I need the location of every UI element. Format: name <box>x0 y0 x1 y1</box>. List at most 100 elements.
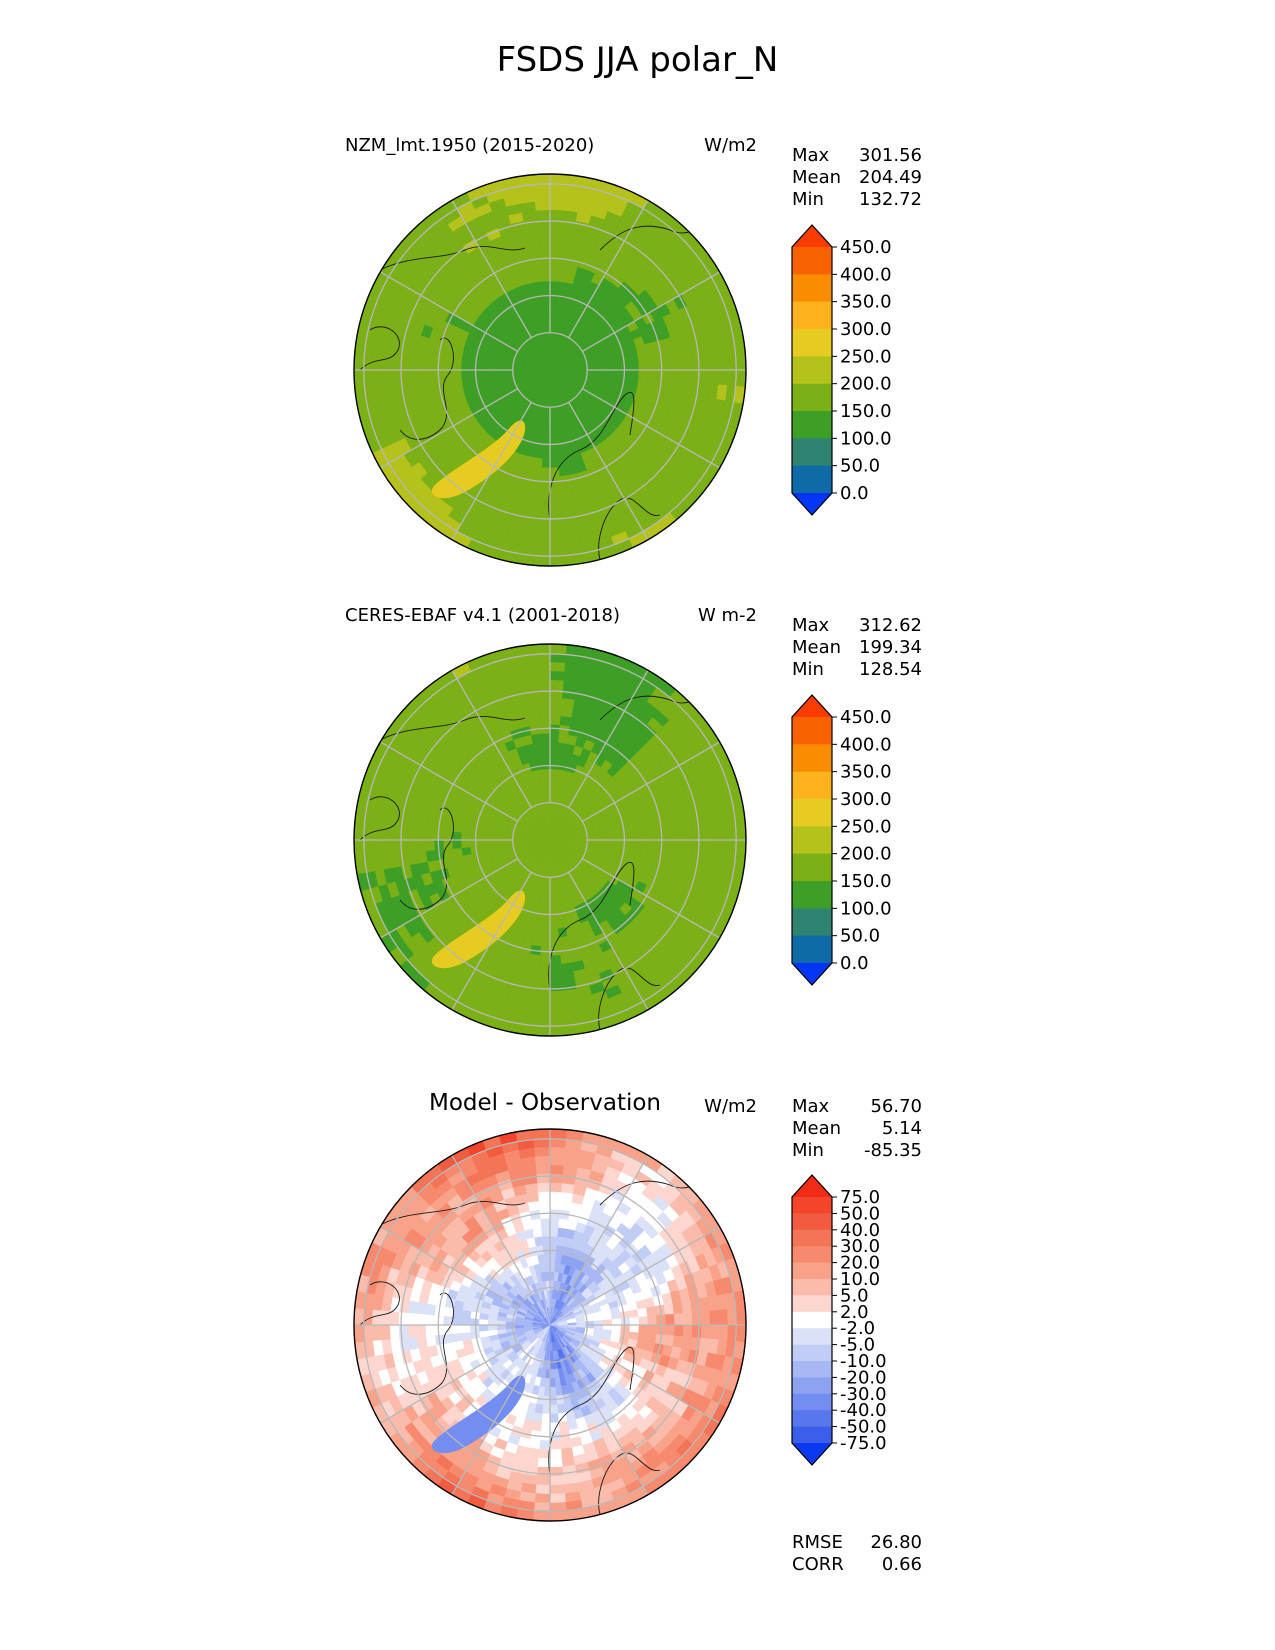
map-cell <box>682 1312 693 1326</box>
stat-label: Max <box>792 1096 830 1117</box>
colorbar-tick-label: 250.0 <box>840 816 892 837</box>
meridian-line <box>451 871 532 1011</box>
map-cell <box>398 356 409 371</box>
meridian-line <box>581 741 721 822</box>
map-cell <box>451 839 462 849</box>
stat-value: 132.72 <box>859 189 922 210</box>
map-cell <box>534 1008 551 1019</box>
map-field <box>354 644 746 1036</box>
map-cell <box>452 377 463 388</box>
map-cell <box>537 502 551 513</box>
map-cell <box>389 825 400 841</box>
map-cell <box>549 644 568 654</box>
map-cell <box>549 174 568 184</box>
map-cell <box>460 369 471 379</box>
colorbar-segment <box>792 1393 832 1411</box>
map-cell <box>629 1316 640 1326</box>
map-cell <box>549 1342 553 1353</box>
map-cell <box>549 910 558 921</box>
colorbar: 450.0400.0350.0300.0250.0200.0150.0100.0… <box>791 224 892 516</box>
map-cell <box>538 1440 551 1451</box>
map-cell <box>638 831 649 841</box>
map-cell <box>537 768 545 779</box>
map-cell <box>407 357 418 371</box>
map-cell <box>549 289 558 300</box>
map-cell <box>549 271 559 282</box>
map-cell <box>620 369 631 378</box>
map-cell <box>537 1457 551 1468</box>
map-cell <box>638 369 649 379</box>
map-cell <box>452 1332 463 1343</box>
map-cell <box>549 227 563 238</box>
map-cell <box>549 857 553 868</box>
map-cell <box>549 511 564 522</box>
map-cell <box>514 839 524 844</box>
map-cell <box>549 556 568 566</box>
map-cell <box>594 364 604 371</box>
map-cell <box>549 1457 563 1468</box>
map-cell <box>549 661 566 672</box>
map-cell <box>549 1199 562 1210</box>
map-cell <box>549 236 562 247</box>
stat-value: 204.49 <box>859 167 922 188</box>
map-cell <box>637 352 648 363</box>
stat-value: 199.34 <box>859 637 922 658</box>
map-cell <box>549 1244 558 1255</box>
map-cell <box>416 839 427 852</box>
map-cell <box>549 485 562 496</box>
map-cell <box>709 1324 720 1341</box>
map-cell <box>549 520 565 531</box>
map-cell <box>541 458 551 469</box>
map-cell <box>460 839 471 849</box>
map-cell <box>451 1324 462 1334</box>
meridian-line <box>581 388 721 469</box>
map-cell <box>544 307 551 318</box>
map-cell <box>532 1026 551 1036</box>
colorbar-segment <box>792 383 832 412</box>
map-cell <box>540 732 551 743</box>
meridian-line <box>568 199 649 339</box>
stats-block: Max 56.70 Mean 5.14 Min -85.35 <box>792 1096 922 1162</box>
map-cell <box>541 928 551 939</box>
panel-title: NZM_lmt.1950 (2015-2020) <box>345 135 595 156</box>
colorbar-extend-bottom <box>792 493 832 515</box>
colorbar-tick-label: 200.0 <box>840 374 892 395</box>
map-cell <box>380 369 391 386</box>
colorbar-tick-label: 400.0 <box>840 264 892 285</box>
latitude-circle <box>512 332 588 408</box>
map-cell <box>541 1235 551 1246</box>
colorbar-segment <box>792 826 832 855</box>
map-cell <box>611 827 622 835</box>
map-cell <box>558 466 569 477</box>
coastline <box>359 796 400 841</box>
colorbar-segment <box>792 1229 832 1247</box>
map-cell <box>555 439 565 451</box>
map-boundary <box>353 173 747 567</box>
map-cell <box>602 1319 613 1326</box>
map-cell <box>549 529 566 540</box>
map-cell <box>549 1493 566 1504</box>
colorbar-segment <box>792 1246 832 1264</box>
map-cell <box>646 821 657 832</box>
map-cell <box>536 981 551 992</box>
map-cell <box>549 901 557 912</box>
stat-value: 128.54 <box>859 659 922 680</box>
colorbar: 450.0400.0350.0300.0250.0200.0150.0100.0… <box>791 694 892 986</box>
map-cell <box>398 1324 409 1339</box>
colorbar-tick-label: 300.0 <box>840 789 892 810</box>
meridian-line <box>379 271 519 352</box>
map-cell <box>534 1155 551 1166</box>
map-cell <box>416 1324 427 1337</box>
map-cell <box>646 351 657 362</box>
map-cell <box>424 369 435 382</box>
stat-label: CORR <box>792 1554 844 1575</box>
map-cell <box>647 839 658 850</box>
map-cell <box>555 1394 565 1406</box>
stat-label: Min <box>792 1140 824 1161</box>
map-cell <box>628 824 640 834</box>
map-cell <box>549 200 566 211</box>
map-cell <box>534 750 544 762</box>
map-cell <box>549 732 560 743</box>
map-field <box>354 174 746 566</box>
stat-label: Max <box>792 615 830 636</box>
